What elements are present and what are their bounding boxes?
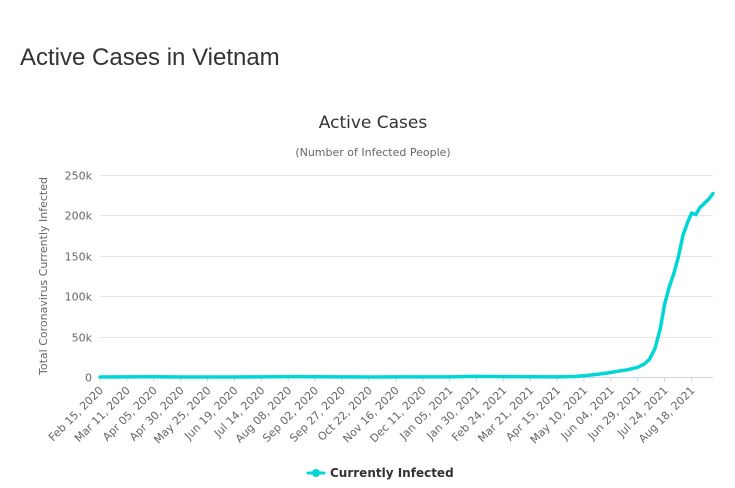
legend-marker-icon <box>312 469 320 477</box>
y-tick-label: 250k <box>65 170 93 183</box>
chart-title: Active Cases <box>319 113 428 133</box>
chart-subtitle: (Number of Infected People) <box>295 146 450 159</box>
legend-label: Currently Infected <box>330 466 454 480</box>
legend[interactable]: Currently Infected <box>306 466 454 480</box>
grid-lines <box>100 175 713 338</box>
y-tick-label: 50k <box>72 332 93 345</box>
y-axis-ticks: 0 50k 100k 150k 200k 250k <box>65 170 93 385</box>
y-tick-label: 150k <box>65 251 93 264</box>
series-line <box>98 191 715 379</box>
y-tick-label: 100k <box>65 291 93 304</box>
series-layer <box>98 191 715 379</box>
y-tick-label: 200k <box>65 210 93 223</box>
y-tick-label: 0 <box>85 372 92 385</box>
page-title: Active Cases in Vietnam <box>20 44 280 71</box>
y-axis-title: Total Coronavirus Currently Infected <box>37 177 50 376</box>
